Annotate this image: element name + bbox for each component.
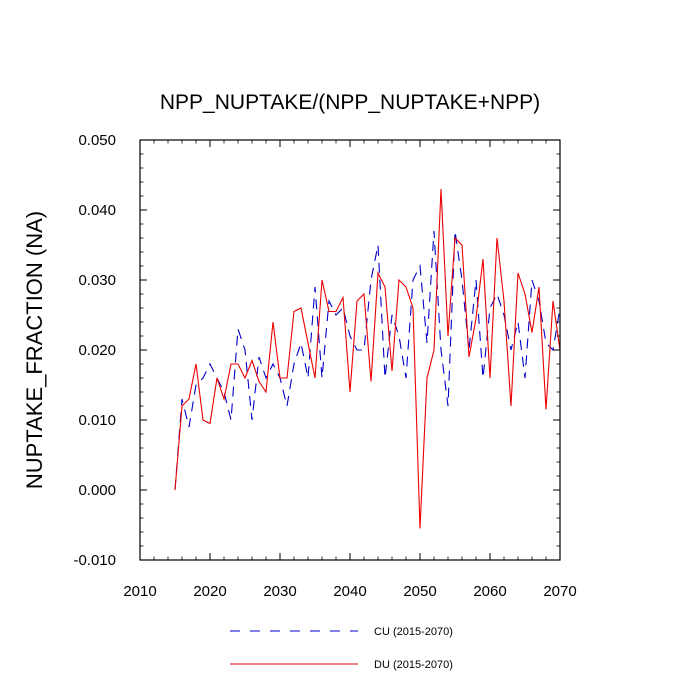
legend-label-cu: CU (2015-2070) [374,626,453,638]
y-tick-label: 0.020 [78,342,116,359]
chart-title: NPP_NUPTAKE/(NPP_NUPTAKE+NPP) [160,91,540,114]
legend: CU (2015-2070) DU (2015-2070) [230,626,453,671]
x-tick-label: 2030 [263,583,296,600]
plot-area [174,188,561,529]
series-line-du [174,188,561,529]
x-tick-label: 2070 [543,583,576,600]
y-tick-label: -0.010 [73,552,116,569]
y-tick-label: 0.000 [78,482,116,499]
axis-ticks: 2010 2020 2030 2040 2050 2060 2070 -0.010 0.000 0… [73,132,576,600]
x-tick-label: 2010 [123,583,156,600]
x-tick-label: 2060 [473,583,506,600]
x-tick-label: 2050 [403,583,436,600]
series-line-cu [174,230,561,491]
y-tick-label: 0.010 [78,412,116,429]
y-axis-label: NUPTAKE_FRACTION (NA) [22,211,47,489]
plot-frame [139,139,561,561]
y-tick-label: 0.030 [78,272,116,289]
x-tick-label: 2040 [333,583,366,600]
x-tick-label: 2020 [193,583,226,600]
legend-label-du: DU (2015-2070) [374,659,453,671]
y-tick-label: 0.040 [78,202,116,219]
y-tick-label: 0.050 [78,132,116,149]
